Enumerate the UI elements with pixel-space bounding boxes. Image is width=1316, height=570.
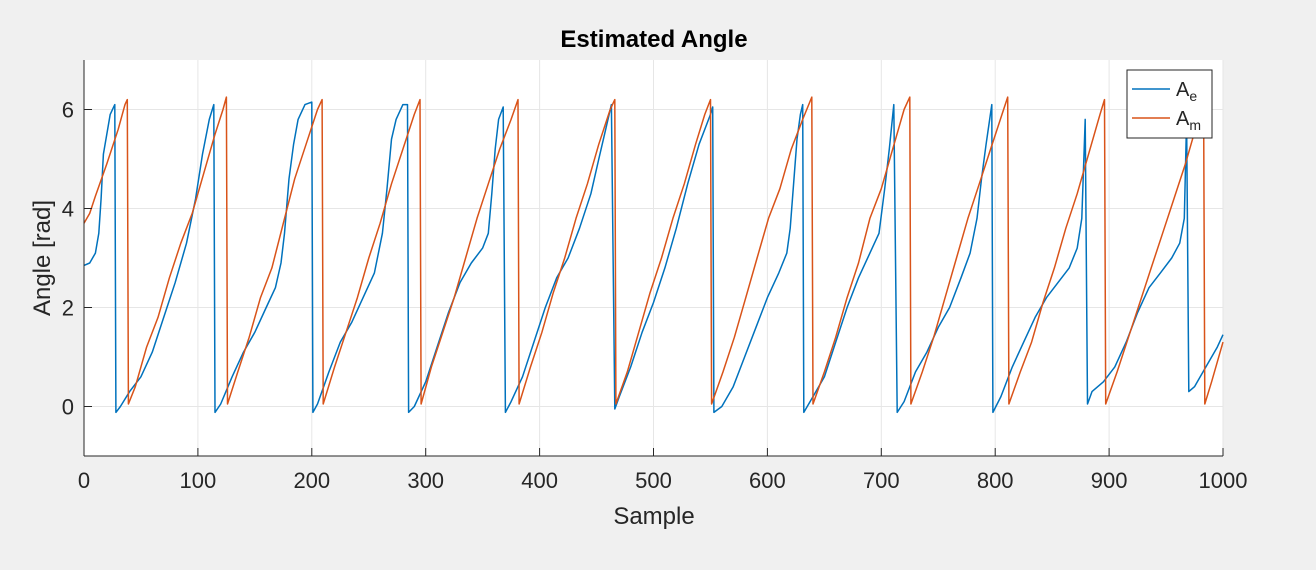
- x-tick-label: 700: [863, 468, 900, 493]
- x-axis-label: Sample: [613, 503, 694, 530]
- y-tick-label: 4: [62, 197, 74, 222]
- chart-title: Estimated Angle: [560, 26, 747, 53]
- legend: Ae Am: [1126, 69, 1213, 139]
- y-tick-label: 0: [62, 395, 74, 420]
- x-tick-label: 1000: [1199, 468, 1248, 493]
- x-tick-label: 400: [521, 468, 558, 493]
- legend-entry-am: Am: [1176, 108, 1201, 133]
- y-tick-label: 2: [62, 296, 74, 321]
- x-tick-label: 800: [977, 468, 1014, 493]
- x-tick-label: 100: [180, 468, 217, 493]
- x-tick-label: 300: [407, 468, 444, 493]
- x-tick-label: 200: [293, 468, 330, 493]
- y-axis-label: Angle [rad]: [29, 200, 56, 316]
- axes: [83, 60, 1224, 457]
- x-tick-label: 0: [78, 468, 90, 493]
- series-layer: [83, 96, 1224, 414]
- tick-labels: 0 100 200 300 400 500 600 700 800 900 1000 0 2 4 6: [62, 98, 1248, 494]
- y-tick-label: 6: [62, 98, 74, 123]
- x-tick-label: 900: [1091, 468, 1128, 493]
- legend-entry-ae: Ae: [1176, 79, 1197, 104]
- series-line-am: [83, 96, 1224, 405]
- legend-box: [1126, 69, 1213, 139]
- x-tick-label: 600: [749, 468, 786, 493]
- x-tick-label: 500: [635, 468, 672, 493]
